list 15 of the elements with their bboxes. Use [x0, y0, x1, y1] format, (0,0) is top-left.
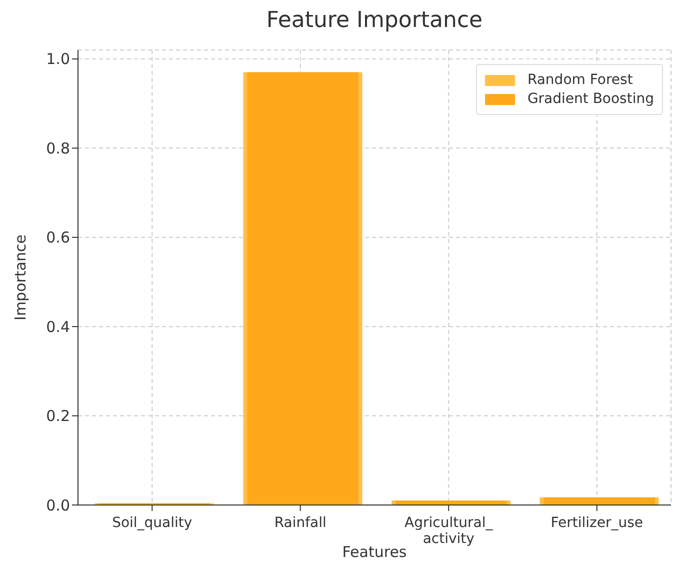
x-tick-label: Agricultural_activity	[404, 515, 494, 547]
x-tick-label: Soil_quality	[112, 515, 192, 531]
y-tick-label: 0.8	[46, 139, 70, 158]
y-tick-label: 1.0	[46, 50, 70, 68]
legend-label: Random Forest	[526, 72, 634, 88]
x-tick-label: Rainfall	[274, 515, 326, 531]
y-axis-title: Importance	[11, 234, 30, 320]
y-tick-label: 0.2	[46, 407, 70, 426]
x-tick-label: Fertilizer_use	[550, 515, 644, 531]
chart-title: Feature Importance	[265, 8, 484, 35]
y-tick-label: 0.4	[46, 318, 70, 336]
y-tick-label: 0.6	[46, 228, 70, 247]
legend-label: Gradient Boosting	[526, 91, 654, 107]
x-axis-title: Features	[342, 543, 407, 561]
y-tick-label: 0.0	[46, 496, 70, 514]
